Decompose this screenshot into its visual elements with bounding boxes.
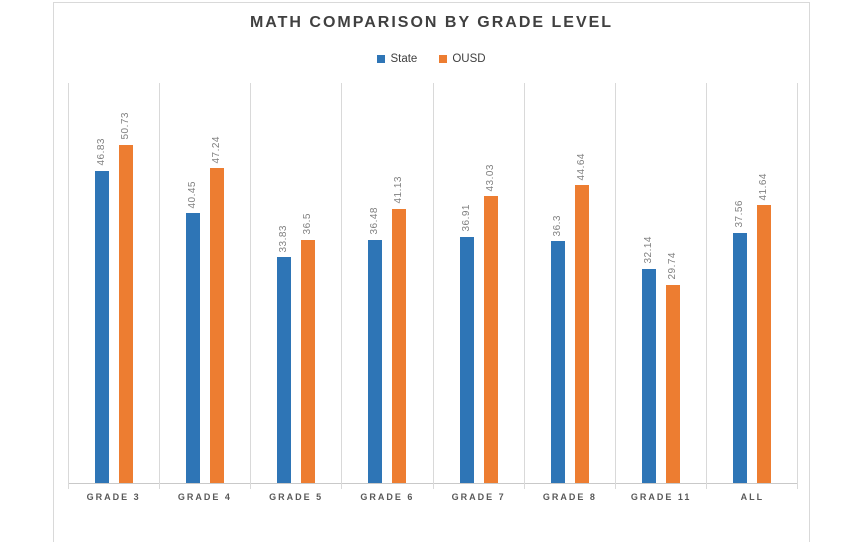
- chart-title: MATH COMPARISON BY GRADE LEVEL: [249, 14, 614, 31]
- axis-tick: [434, 483, 525, 489]
- plot-area: 46.83 50.73 40.45 47.24 33.83 36.5 36.48 41.13 3…: [68, 83, 798, 484]
- category-group: 36.3 44.64: [525, 83, 616, 483]
- axis-tick: [251, 483, 343, 489]
- bar-column-ousd: 43.03: [483, 83, 498, 483]
- bar-column-ousd: 41.13: [392, 83, 407, 483]
- bar-value-label: 46.83: [96, 138, 108, 166]
- legend-item-ousd: OUSD: [439, 53, 486, 65]
- bar-ousd: [392, 208, 407, 483]
- category-group: 36.91 43.03: [434, 83, 525, 483]
- bar-column-ousd: 47.24: [210, 83, 225, 483]
- bar-state: [550, 241, 565, 483]
- axis-tick: [69, 483, 161, 489]
- bar-ousd: [301, 239, 316, 483]
- x-axis-label: ALL: [740, 492, 765, 502]
- legend-label: OUSD: [452, 53, 486, 65]
- bar-value-label: 43.03: [484, 163, 496, 192]
- legend-swatch-icon: [439, 55, 448, 63]
- bar-value-label: 33.83: [278, 224, 290, 253]
- category-group: 36.48 41.13: [342, 83, 434, 483]
- bar-ousd: [119, 144, 134, 483]
- bar-value-label: 36.5: [302, 213, 314, 235]
- bar-value-label: 29.74: [666, 252, 678, 280]
- bar-ousd: [483, 196, 498, 483]
- category-group: 46.83 50.73: [69, 83, 161, 483]
- legend-label: State: [390, 53, 418, 65]
- bar-column-ousd: 36.5: [301, 83, 316, 483]
- category-group: 40.45 47.24: [160, 83, 252, 483]
- bar-column-state: 36.3: [550, 83, 565, 483]
- axis-tick: [160, 483, 252, 489]
- x-axis-label: GRADE 6: [360, 492, 415, 502]
- bar-state: [95, 170, 110, 483]
- axis-tick: [707, 483, 798, 489]
- category-group: 32.14 29.74: [616, 83, 707, 483]
- bar-state: [368, 239, 383, 483]
- bar-column-state: 46.83: [95, 83, 110, 483]
- axis-tick: [616, 483, 707, 489]
- bar-state: [732, 232, 747, 483]
- bar-value-label: 32.14: [642, 236, 654, 264]
- category-group: 37.56 41.64: [707, 83, 798, 483]
- bar-value-label: 47.24: [211, 135, 223, 164]
- bar-ousd: [665, 284, 680, 483]
- axis-tick: [342, 483, 434, 489]
- x-axis-label: GRADE 3: [86, 492, 141, 502]
- axis-tick: [525, 483, 616, 489]
- bar-value-label: 41.64: [757, 172, 769, 201]
- bar-ousd: [756, 205, 771, 483]
- bar-value-label: 40.45: [187, 180, 199, 209]
- bar-value-label: 36.91: [460, 204, 472, 232]
- bar-column-state: 33.83: [277, 83, 292, 483]
- bar-state: [277, 257, 292, 483]
- legend-item-state: State: [377, 53, 417, 65]
- x-axis-label: GRADE 4: [177, 492, 232, 502]
- x-axis-label: GRADE 11: [630, 492, 692, 502]
- category-group: 33.83 36.5: [251, 83, 343, 483]
- bar-value-label: 37.56: [733, 200, 745, 228]
- bar-value-label: 36.48: [369, 207, 381, 235]
- bar-value-label: 50.73: [120, 112, 132, 140]
- bar-value-label: 44.64: [575, 152, 587, 181]
- legend: State OUSD: [54, 53, 809, 65]
- legend-swatch-icon: [377, 55, 386, 63]
- bar-column-state: 40.45: [186, 83, 201, 483]
- bar-column-ousd: 50.73: [119, 83, 134, 483]
- x-axis-ticks: [68, 483, 798, 489]
- x-axis-label: GRADE 8: [542, 492, 597, 502]
- bar-ousd: [574, 185, 589, 483]
- bar-state: [459, 236, 474, 483]
- bar-state: [641, 268, 656, 483]
- bar-column-ousd: 29.74: [665, 83, 680, 483]
- chart-card: MATH COMPARISON BY GRADE LEVEL State OUSD…: [53, 2, 810, 542]
- x-axis-labels: GRADE 3 GRADE 4 GRADE 5 GRADE 6 GRADE 7 GRADE…: [68, 492, 798, 502]
- x-axis-label: GRADE 7: [451, 492, 506, 502]
- bar-state: [186, 213, 201, 483]
- bar-column-state: 36.91: [459, 83, 474, 483]
- bar-column-state: 37.56: [732, 83, 747, 483]
- bar-ousd: [210, 168, 225, 483]
- bar-value-label: 36.3: [551, 214, 563, 236]
- x-axis-label: GRADE 5: [269, 492, 324, 502]
- bar-value-label: 41.13: [393, 176, 405, 204]
- bar-column-state: 32.14: [641, 83, 656, 483]
- bar-column-state: 36.48: [368, 83, 383, 483]
- bar-column-ousd: 41.64: [756, 83, 771, 483]
- bar-column-ousd: 44.64: [574, 83, 589, 483]
